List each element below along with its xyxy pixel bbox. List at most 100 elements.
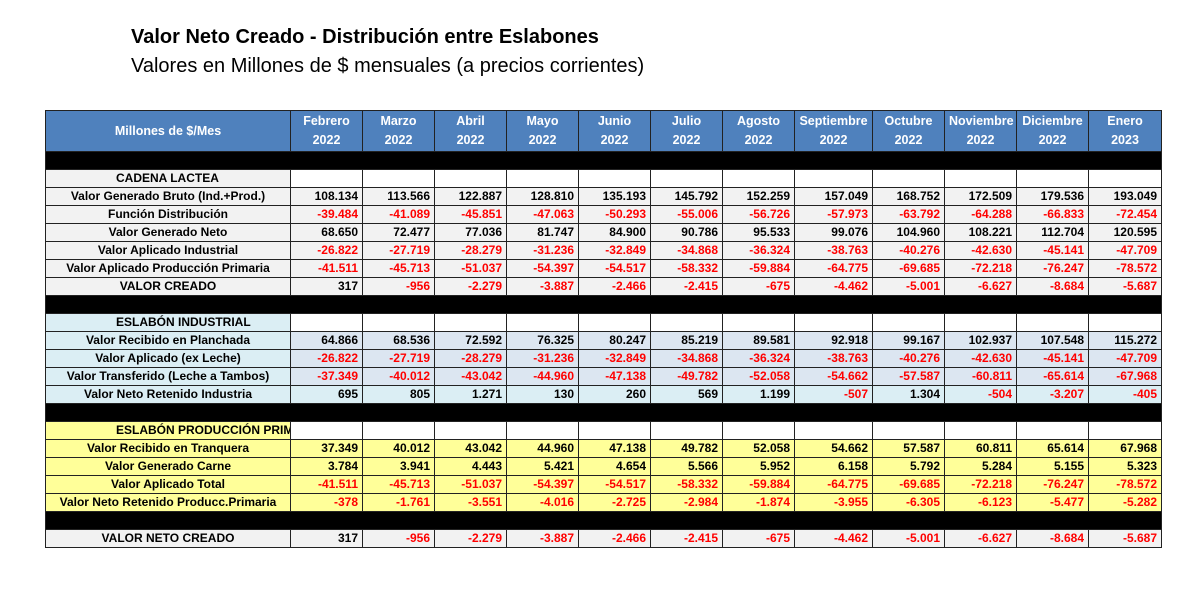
value-cell: -3.955 xyxy=(794,493,873,512)
value-cell: -8.684 xyxy=(1016,277,1089,296)
value-cell: 5.155 xyxy=(1016,457,1089,476)
value-cell xyxy=(290,421,363,440)
value-cell: -65.614 xyxy=(1016,367,1089,386)
value-cell: -44.960 xyxy=(506,367,579,386)
value-cell: -32.849 xyxy=(578,349,651,368)
month-header: Enero 2023 xyxy=(1088,110,1162,152)
value-cell: -58.332 xyxy=(650,259,723,278)
value-cell: -69.685 xyxy=(872,259,945,278)
value-cell xyxy=(506,169,579,188)
month-header: Febrero 2022 xyxy=(290,110,363,152)
value-cell: 72.592 xyxy=(434,331,507,350)
month-header: Julio 2022 xyxy=(650,110,723,152)
month-header: Junio 2022 xyxy=(578,110,651,152)
month-year: 2022 xyxy=(819,133,848,147)
value-cell: -2.466 xyxy=(578,529,651,548)
value-cell: -50.293 xyxy=(578,205,651,224)
value-cell: -64.288 xyxy=(944,205,1017,224)
value-cell xyxy=(650,421,723,440)
value-cell xyxy=(1016,313,1089,332)
header-row: Millones de $/Mes Febrero 2022 Marzo 2022 Abr… xyxy=(45,110,1162,152)
value-cell: -47.138 xyxy=(578,367,651,386)
value-cell: -27.719 xyxy=(362,349,435,368)
value-cell xyxy=(794,169,873,188)
separator xyxy=(45,151,1162,170)
value-cell: 108.221 xyxy=(944,223,1017,242)
value-cell: 317 xyxy=(290,529,363,548)
value-cell: 193.049 xyxy=(1088,187,1162,206)
value-cell: -76.247 xyxy=(1016,259,1089,278)
value-cell: 47.138 xyxy=(578,439,651,458)
value-cell: 89.581 xyxy=(722,331,795,350)
value-cell: -2.984 xyxy=(650,493,723,512)
value-cell: -69.685 xyxy=(872,475,945,494)
value-cell xyxy=(1016,169,1089,188)
value-cell: 695 xyxy=(290,385,363,404)
value-cell: -41.511 xyxy=(290,259,363,278)
data-row: Valor Transferido (Leche a Tambos) -37.34… xyxy=(45,367,1162,386)
value-cell: -26.822 xyxy=(290,241,363,260)
value-cell: -6.627 xyxy=(944,529,1017,548)
value-cell: -3.887 xyxy=(506,277,579,296)
month-year: 2023 xyxy=(1111,133,1139,147)
separator xyxy=(45,511,1162,530)
value-cell xyxy=(944,421,1017,440)
value-cell: -3.887 xyxy=(506,529,579,548)
value-cell: 99.167 xyxy=(872,331,945,350)
value-cell: 113.566 xyxy=(362,187,435,206)
value-cell: 3.941 xyxy=(362,457,435,476)
value-cell: 1.304 xyxy=(872,385,945,404)
value-cell: -51.037 xyxy=(434,475,507,494)
row-label: ESLABÓN INDUSTRIAL xyxy=(45,313,291,332)
section-header-row: ESLABÓN INDUSTRIAL xyxy=(45,313,1162,332)
value-cell xyxy=(1016,421,1089,440)
value-cell: 260 xyxy=(578,385,651,404)
value-cell xyxy=(872,313,945,332)
value-cell: -34.868 xyxy=(650,349,723,368)
value-cell: -52.058 xyxy=(722,367,795,386)
value-cell: 40.012 xyxy=(362,439,435,458)
value-cell xyxy=(578,421,651,440)
value-cell: -504 xyxy=(944,385,1017,404)
value-cell: -64.775 xyxy=(794,259,873,278)
value-cell: -2.415 xyxy=(650,277,723,296)
value-cell: -78.572 xyxy=(1088,475,1162,494)
data-row: Función Distribución -39.484 -41.089 -45.85… xyxy=(45,205,1162,224)
value-cell: -54.397 xyxy=(506,259,579,278)
value-cell xyxy=(506,313,579,332)
value-cell: 77.036 xyxy=(434,223,507,242)
value-cell: 102.937 xyxy=(944,331,1017,350)
value-cell xyxy=(506,421,579,440)
value-cell: 5.323 xyxy=(1088,457,1162,476)
value-cell: 805 xyxy=(362,385,435,404)
value-cell: 84.900 xyxy=(578,223,651,242)
value-cell: -507 xyxy=(794,385,873,404)
value-cell xyxy=(362,313,435,332)
row-label: Valor Generado Bruto (Ind.+Prod.) xyxy=(45,187,291,206)
total-row: Valor Neto Retenido Industria 695 805 1.271… xyxy=(45,385,1162,404)
value-cell xyxy=(794,313,873,332)
data-row: Valor Aplicado Industrial -26.822 -27.719-… xyxy=(45,241,1162,260)
value-cell: 157.049 xyxy=(794,187,873,206)
value-cell xyxy=(722,421,795,440)
value-cell: -5.001 xyxy=(872,529,945,548)
month-name: Noviembre xyxy=(949,114,1014,128)
value-cell: -6.627 xyxy=(944,277,1017,296)
value-cell: -31.236 xyxy=(506,241,579,260)
value-cell: 76.325 xyxy=(506,331,579,350)
value-cell: -45.851 xyxy=(434,205,507,224)
value-cell: 1.271 xyxy=(434,385,507,404)
value-cell: -45.713 xyxy=(362,475,435,494)
value-cell xyxy=(362,169,435,188)
value-cell: -72.218 xyxy=(944,259,1017,278)
value-cell: 65.614 xyxy=(1016,439,1089,458)
value-cell: 5.952 xyxy=(722,457,795,476)
value-cell: -28.279 xyxy=(434,241,507,260)
value-cell: 52.058 xyxy=(722,439,795,458)
total-row: Valor Neto Retenido Producc.Primaria -378… xyxy=(45,493,1162,512)
month-year: 2022 xyxy=(600,133,629,147)
value-cell: 108.134 xyxy=(290,187,363,206)
value-cell: -38.763 xyxy=(794,349,873,368)
data-row: Valor Generado Carne 3.784 3.941 4.443 5.421… xyxy=(45,457,1162,476)
month-name: Marzo xyxy=(380,114,417,128)
